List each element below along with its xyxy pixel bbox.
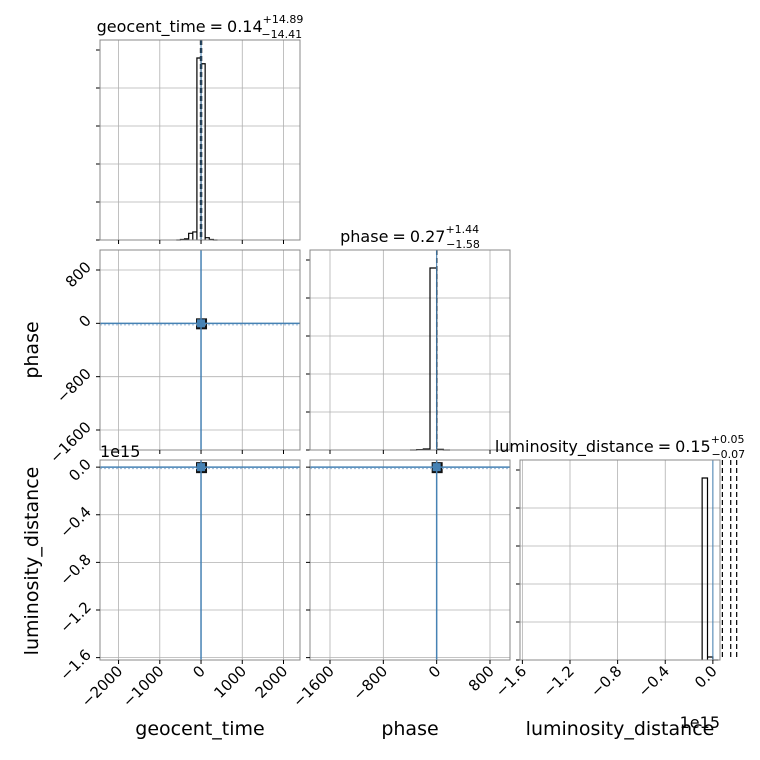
ylabel-phase: phase	[21, 321, 43, 378]
truth-marker	[432, 463, 441, 472]
axes-frame	[99, 39, 301, 241]
truth-marker	[197, 319, 206, 328]
xtick-label: −1.6	[492, 662, 530, 700]
title-phase-name: phase	[340, 227, 388, 246]
title-luminosity-distance-minus: −0.07	[711, 448, 745, 461]
xlabel-phase: phase	[381, 718, 438, 740]
title-luminosity-distance: luminosity_distance = 0.15+0.05 −0.07	[495, 433, 745, 461]
xtick-label: −800	[349, 662, 391, 704]
xlabel-geocent-time: geocent_time	[135, 718, 264, 740]
histogram-phase	[410, 267, 450, 451]
ytick-label: 0	[75, 311, 94, 330]
panel-phase-phase	[306, 249, 511, 454]
xtick-label: 0.0	[691, 662, 721, 692]
xtick-label: −1000	[119, 662, 168, 711]
title-phase-minus: −1.58	[446, 238, 480, 251]
panel-geocent_time-geocent_time	[96, 39, 301, 244]
xtick-label: 2000	[252, 662, 292, 702]
ytick-label: −800	[53, 365, 95, 407]
axes-frame	[99, 249, 301, 451]
xtick-label: −0.4	[635, 662, 673, 700]
histogram-geocent_time	[176, 57, 218, 241]
offset-text-x-luminosity-distance: 1e15	[680, 713, 720, 732]
title-geocent-time-name: geocent_time	[97, 17, 206, 37]
title-luminosity-distance-name: luminosity_distance	[495, 437, 654, 457]
xlabel-luminosity-distance: luminosity_distance	[526, 718, 715, 740]
xtick-label: 0	[189, 662, 208, 681]
ytick-label: −0.8	[56, 550, 94, 588]
title-geocent-time: geocent_time = 0.14+14.89 −14.41	[97, 13, 304, 41]
panel-luminosity_distance-luminosity_distance: −1.6 −1.2 −0.8 −0.4 0.0	[492, 459, 738, 701]
ytick-label: 800	[62, 258, 95, 291]
title-luminosity-distance-value: 0.15	[675, 437, 711, 456]
xtick-label: −0.8	[587, 662, 625, 700]
title-phase: phase = 0.27+1.44 −1.58	[340, 223, 480, 251]
axes-frame	[309, 249, 511, 451]
axes-frame	[99, 459, 301, 661]
xtick-label: −1.2	[539, 662, 577, 700]
ytick-label: −0.4	[56, 503, 94, 541]
histogram-luminosity_distance	[701, 477, 719, 661]
ytick-label: 0.0	[65, 455, 95, 485]
ylabel-luminosity-distance: luminosity_distance	[21, 467, 43, 656]
ytick-label: −1600	[46, 418, 95, 467]
xtick-label: 1000	[210, 662, 250, 702]
offset-text-y-luminosity-distance: 1e15	[100, 442, 140, 461]
xtick-label: 0	[425, 662, 444, 681]
axes-frame	[309, 459, 511, 661]
panel-geocent_time-luminosity_distance: −2000−1000 0 1000 2000 −1.6 −1.2 −0.8 −0.4 0.0	[56, 455, 301, 711]
axes-frame	[519, 459, 721, 661]
xtick-label: −1600	[289, 662, 338, 711]
title-phase-value: 0.27	[410, 227, 446, 246]
xtick-label: −2000	[78, 662, 127, 711]
title-geocent-time-minus: −14.41	[261, 28, 302, 41]
panel-phase-luminosity_distance: −1600 −800 0 800	[289, 459, 511, 711]
title-geocent-time-plus: +14.89	[263, 13, 304, 26]
title-geocent-time-value: 0.14	[227, 17, 263, 36]
title-phase-plus: +1.44	[445, 223, 479, 236]
panel-geocent_time-phase: −1600 −800 0 800	[46, 249, 301, 467]
ytick-label: −1.2	[56, 598, 94, 636]
title-luminosity-distance-plus: +0.05	[711, 433, 745, 446]
ytick-label: −1.6	[56, 646, 94, 684]
truth-marker	[197, 463, 206, 472]
